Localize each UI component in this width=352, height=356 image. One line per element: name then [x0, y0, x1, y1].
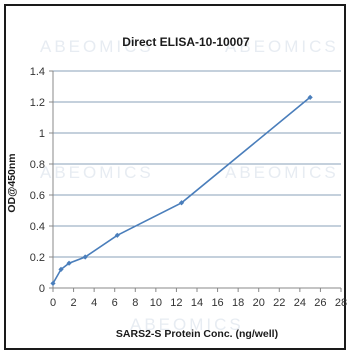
- axes: [49, 70, 342, 292]
- x-axis-label: SARS2-S Protein Conc. (ng/well): [116, 328, 278, 340]
- data-point: [66, 260, 72, 266]
- data-point: [114, 232, 120, 238]
- watermark-text: ABEOMICS: [225, 163, 339, 182]
- data-point: [178, 200, 185, 206]
- gridlines: [53, 70, 341, 258]
- y-tick-label: 0.4: [30, 221, 45, 233]
- x-tick-label: 20: [253, 297, 265, 309]
- y-tick-label: 1: [39, 128, 45, 140]
- series-layer: [50, 94, 313, 286]
- x-tick-label: 24: [294, 297, 306, 309]
- x-tick-label: 2: [71, 297, 77, 309]
- y-tick-label: 0.8: [30, 159, 45, 171]
- series-line: [52, 96, 311, 284]
- data-point: [50, 280, 56, 286]
- x-tick-label: 10: [150, 297, 162, 309]
- watermark-text: ABEOMICS: [40, 163, 154, 182]
- x-tick-label: 8: [132, 297, 138, 309]
- y-tick-label: 1.2: [30, 97, 45, 109]
- x-tick-label: 18: [232, 297, 244, 309]
- y-tick-label: 0: [39, 283, 45, 295]
- chart-title: Direct ELISA-10-10007: [122, 35, 250, 49]
- y-tick-label: 1.4: [30, 66, 45, 78]
- x-tick-label: 12: [170, 297, 182, 309]
- x-tick-label: 28: [335, 297, 347, 309]
- watermark-layer: ABEOMICS ABEOMICS ABEOMICS ABEOMICS ABEO…: [40, 37, 339, 334]
- watermark-text: ABEOMICS: [225, 37, 339, 56]
- data-point: [307, 94, 313, 100]
- x-tick-label: 22: [273, 297, 285, 309]
- x-tick-label: 26: [314, 297, 326, 309]
- x-tick-label: 14: [191, 297, 203, 309]
- chart-frame: [4, 4, 346, 350]
- y-axis-label: OD@450nm: [6, 153, 18, 212]
- data-point: [58, 266, 64, 272]
- y-tick-labels: 0 0.2 0.4 0.6 0.8 1 1.2 1.4: [30, 66, 45, 295]
- watermark-text: ABEOMICS: [130, 315, 244, 334]
- x-tick-labels: 0 2 4 6 8 10 12 14 16 18 20 22 24 26 28: [50, 297, 347, 309]
- y-tick-label: 0.2: [30, 252, 45, 264]
- x-tick-label: 6: [112, 297, 118, 309]
- data-point: [82, 254, 88, 260]
- y-tick-label: 0.6: [30, 190, 45, 202]
- watermark-text: ABEOMICS: [40, 37, 154, 56]
- x-tick-label: 4: [91, 297, 97, 309]
- x-tick-label: 0: [50, 297, 56, 309]
- x-tick-label: 16: [211, 297, 223, 309]
